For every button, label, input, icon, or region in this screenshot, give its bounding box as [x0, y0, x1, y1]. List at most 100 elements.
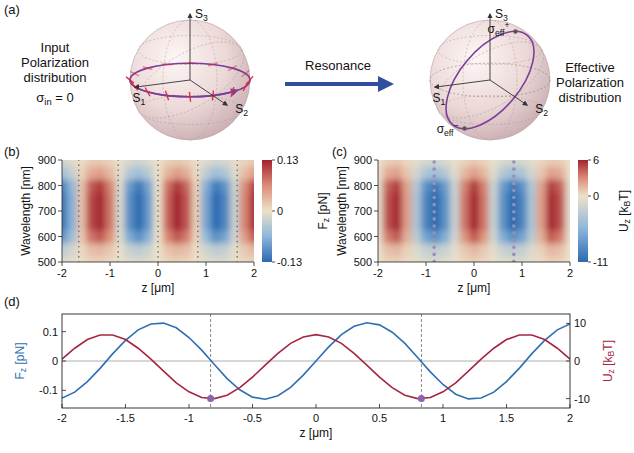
heatmap-cell [86, 217, 96, 230]
text-part: = 0 [52, 90, 74, 105]
heatmap-cell [249, 256, 254, 262]
heatmap-cell [220, 256, 230, 262]
polarization-tick [131, 83, 137, 91]
text-part: [k [601, 355, 615, 369]
heatmap-cell [440, 243, 450, 256]
state-dot [513, 29, 517, 33]
x-axis-title: z [μm] [142, 281, 175, 295]
heatmap-cell [172, 166, 182, 179]
y-tick [62, 361, 66, 362]
y-tick [58, 160, 62, 161]
heatmap-cell [431, 230, 441, 243]
heatmap-cell [249, 243, 254, 256]
heatmap-cell [124, 192, 134, 205]
heatmap-cell [105, 217, 115, 230]
text-part: [pN] [13, 343, 27, 368]
heatmap-cell [124, 205, 134, 218]
heatmap-cell [115, 192, 125, 205]
x-tick [62, 404, 63, 408]
heatmap-cell [172, 192, 182, 205]
heatmap-cell [67, 166, 77, 179]
heatmap-cell [565, 256, 570, 262]
heatmap-cell [76, 166, 86, 179]
heatmap-cell [86, 192, 96, 205]
heatmap-cell [536, 217, 546, 230]
text-line: Polarization [21, 55, 89, 70]
heatmap-cell [96, 230, 106, 243]
heatmap-cell [144, 256, 154, 262]
x-tick [316, 404, 317, 408]
heatmap-cell [412, 205, 422, 218]
heatmap-cell [536, 179, 546, 192]
heatmap-cell [517, 166, 527, 179]
heatmap-cell [62, 166, 67, 179]
heatmap-cell [450, 230, 460, 243]
heatmap-cell [383, 256, 393, 262]
polarization-arrow [130, 80, 236, 97]
zero-crossing-line [197, 160, 199, 262]
heatmap-cell [440, 256, 450, 262]
heatmap-cell [134, 256, 144, 262]
heatmap-cell [431, 160, 441, 167]
colorbar-tick [272, 160, 275, 161]
heatmap-cell [182, 160, 192, 167]
heatmap-cell [378, 205, 383, 218]
colorbar-tick-label: 0.13 [277, 154, 298, 166]
x-tick-label: -0.5 [243, 412, 262, 424]
heatmap-cell [67, 256, 77, 262]
equilibrium-line [432, 162, 436, 262]
heatmap-cell [402, 166, 412, 179]
heatmap-cell [220, 192, 230, 205]
heatmap-cell [115, 179, 125, 192]
heatmap-cell [220, 205, 230, 218]
heatmap-cell [96, 256, 106, 262]
heatmap-cell [412, 256, 422, 262]
axis-label: S2 [235, 102, 248, 118]
heatmap-cell [378, 243, 383, 256]
heatmap-cell [498, 256, 508, 262]
heatmap-cell [527, 166, 537, 179]
heatmap-cell [163, 166, 173, 179]
x-tick-label: 1 [519, 267, 525, 279]
heatmap-cell [536, 192, 546, 205]
heatmap-cell [86, 230, 96, 243]
heatmap-cell [527, 243, 537, 256]
y-tick [374, 236, 378, 237]
heatmap-cell [440, 192, 450, 205]
colorbar [262, 160, 272, 262]
plot-area [62, 314, 570, 408]
text-line: Polarization [556, 75, 624, 90]
heatmap-cell [402, 256, 412, 262]
text-part: T] [617, 190, 631, 201]
heatmap-cell [86, 160, 96, 167]
heatmap-cell [517, 192, 527, 205]
zero-crossing-line [78, 160, 80, 262]
heatmap-cell [220, 217, 230, 230]
heatmap-cell [144, 179, 154, 192]
heatmap-cell [378, 192, 383, 205]
heatmap-cell [460, 243, 470, 256]
heatmap-cell [392, 160, 402, 167]
heatmap-cell [192, 192, 202, 205]
heatmap-cell [211, 205, 221, 218]
y-axis [62, 160, 63, 262]
heatmap-cell [76, 192, 86, 205]
zero-crossing-line [236, 160, 238, 262]
text-part: 1 [440, 97, 445, 107]
heatmap-cell [527, 160, 537, 167]
heatmap-cell [172, 160, 182, 167]
heatmap-cell [536, 166, 546, 179]
heatmap-cell [546, 205, 556, 218]
heatmap-cell [67, 230, 77, 243]
y-tick-label: 500 [354, 256, 372, 268]
heatmap-cell [96, 217, 106, 230]
heatmap-cell [421, 179, 431, 192]
heatmap-cell [536, 230, 546, 243]
heatmap-cell [172, 230, 182, 243]
stokes-axis [190, 80, 227, 105]
heatmap-cell [392, 179, 402, 192]
heatmap-cell [163, 192, 173, 205]
heatmap-cell [378, 217, 383, 230]
heatmap-cell [556, 205, 566, 218]
heatmap-cell [230, 166, 240, 179]
